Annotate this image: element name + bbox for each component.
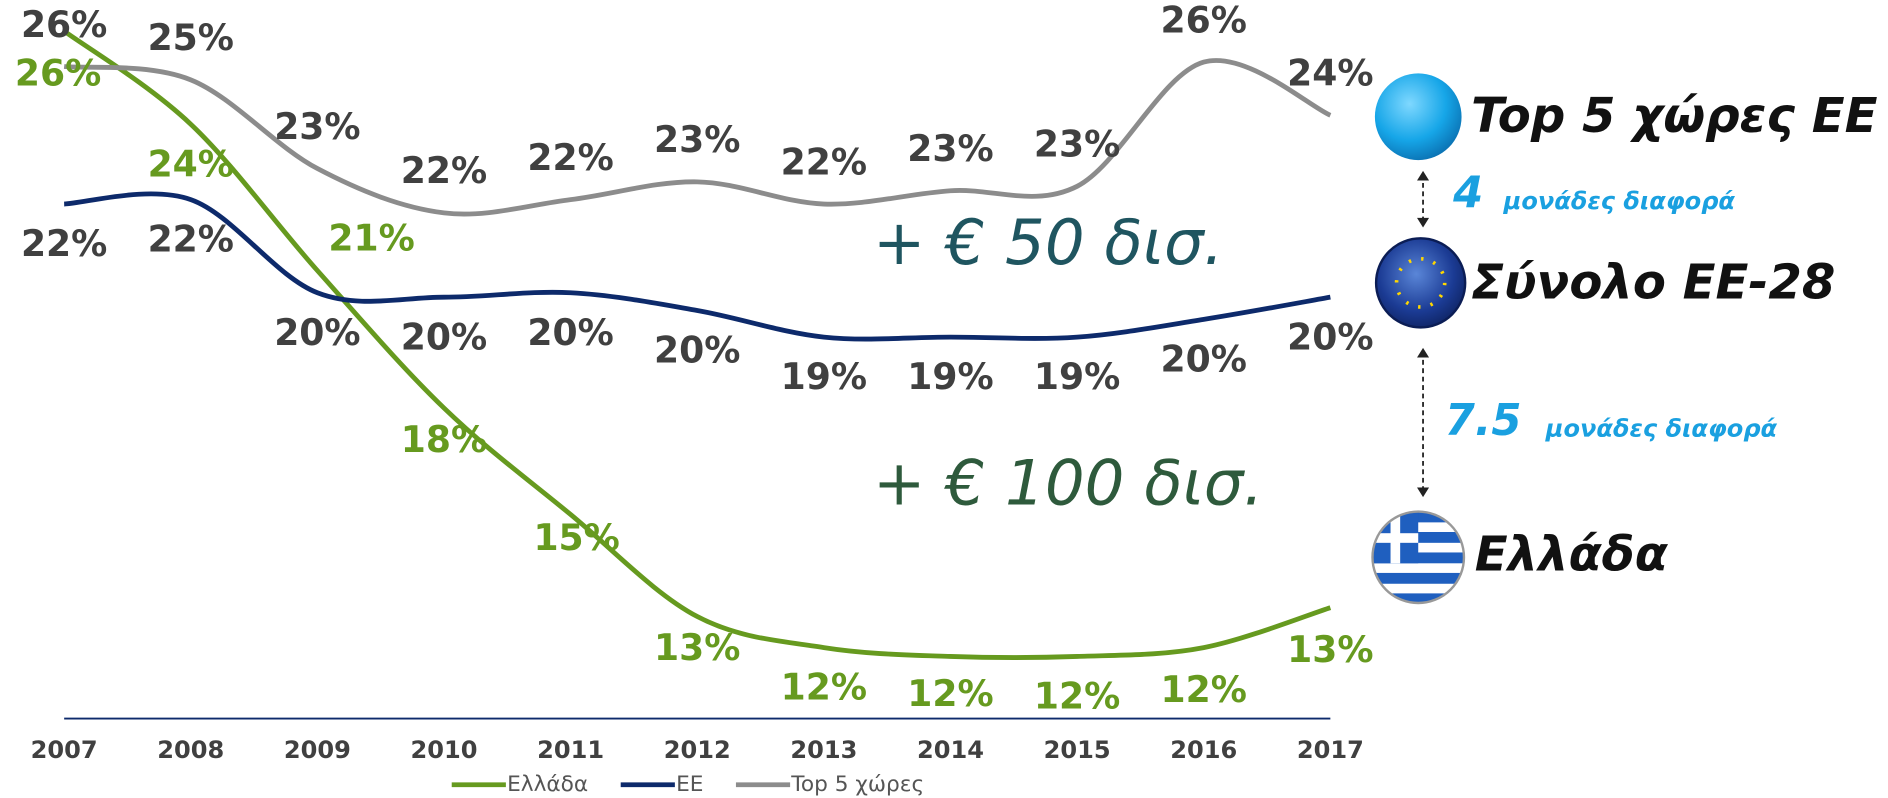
side-legend: Top 5 χώρες ΕΕ: [1471, 88, 1877, 144]
value-label: 20%: [401, 315, 487, 358]
gap-text: μονάδες διαφορά: [1503, 187, 1736, 215]
value-label: 13%: [654, 626, 740, 669]
eu-icon: [1374, 237, 1467, 329]
value-label: 21%: [328, 216, 414, 259]
value-label: 19%: [907, 355, 993, 398]
gap-text: μονάδες διαφορά: [1545, 415, 1778, 443]
value-label: 19%: [1034, 355, 1120, 398]
x-tick-label: 2008: [157, 736, 224, 764]
x-tick-label: 2009: [284, 736, 351, 764]
series-line: [64, 191, 1331, 342]
value-label: 23%: [1034, 123, 1120, 166]
value-label: 20%: [527, 311, 613, 354]
legend-label: Top 5 χώρες: [790, 772, 924, 797]
gap-arrowheads: [1417, 170, 1430, 228]
value-label: 12%: [781, 666, 867, 709]
legend-label: ΕΕ: [676, 772, 703, 797]
value-label: 23%: [274, 105, 360, 148]
value-label: 22%: [21, 222, 107, 265]
value-label: 23%: [907, 127, 993, 170]
value-label: 20%: [1161, 337, 1247, 380]
gap-number: 4: [1452, 169, 1483, 219]
series-line: [63, 58, 1332, 217]
side-legend: Ελλάδα: [1475, 526, 1669, 582]
value-label: 26%: [15, 52, 101, 95]
x-tick-label: 2013: [790, 736, 857, 764]
value-label: 22%: [401, 149, 487, 192]
x-tick-label: 2016: [1170, 736, 1237, 764]
top5-icon: [1374, 73, 1462, 161]
value-label: 12%: [1034, 675, 1120, 718]
value-label: 12%: [1161, 668, 1247, 711]
legend-label: Ελλάδα: [507, 772, 588, 797]
value-label: 12%: [907, 672, 993, 715]
x-tick-label: 2014: [917, 736, 984, 764]
value-label: 19%: [781, 355, 867, 398]
value-label: 24%: [1287, 52, 1373, 95]
x-tick-label: 2012: [664, 736, 731, 764]
side-legend: Σύνολο ΕΕ-28: [1471, 254, 1835, 310]
x-tick-label: 2007: [31, 736, 98, 764]
x-tick-label: 2010: [411, 736, 478, 764]
value-label: 22%: [148, 218, 234, 261]
x-tick-label: 2011: [537, 736, 604, 764]
x-tick-label: 2017: [1297, 736, 1364, 764]
gap-number: 7.5: [1445, 396, 1522, 446]
annotation: + € 50 δισ.: [873, 206, 1224, 279]
value-label: 15%: [533, 516, 619, 559]
x-tick-label: 2015: [1044, 736, 1111, 764]
value-label: 23%: [654, 118, 740, 161]
greece-flag: [1372, 511, 1464, 604]
flag-ring: [1371, 510, 1466, 605]
value-label: 20%: [654, 329, 740, 372]
value-label: 26%: [1161, 0, 1247, 41]
value-label: 26%: [21, 3, 107, 46]
value-label: 22%: [781, 140, 867, 183]
value-label: 22%: [527, 136, 613, 179]
value-label: 18%: [401, 418, 487, 461]
value-label: 24%: [148, 142, 234, 185]
eu-stars: [1394, 256, 1447, 309]
value-label: 25%: [148, 16, 234, 59]
value-label: 20%: [1287, 315, 1373, 358]
annotation: + € 100 δισ.: [873, 447, 1263, 520]
value-label: 20%: [274, 311, 360, 354]
value-label: 13%: [1287, 628, 1373, 671]
series-line: [62, 29, 1332, 660]
